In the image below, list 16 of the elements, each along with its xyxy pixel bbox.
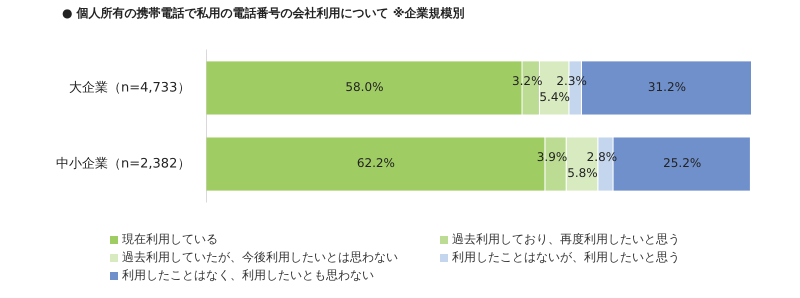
data-label: 2.3%: [556, 74, 587, 88]
legend-label: 利用したことはなく、利用したいとも思わない: [122, 267, 374, 284]
data-label: 58.0%: [345, 80, 384, 94]
legend-label: 過去利用しており、再度利用したいと思う: [452, 231, 680, 248]
data-label: 5.8%: [567, 166, 598, 180]
data-label: 2.8%: [586, 150, 618, 164]
legend-label: 過去利用していたが、今後利用したいとは思わない: [122, 249, 398, 266]
y-tick-label: 大企業（n=4,733）: [68, 80, 190, 96]
data-label: 5.4%: [539, 90, 570, 104]
data-label: 25.2%: [663, 156, 702, 170]
legend-label: 利用したことはないが、利用したいと思う: [452, 249, 680, 266]
data-label: 62.2%: [356, 156, 395, 170]
legend-label: 現在利用している: [122, 231, 218, 248]
data-label: 31.2%: [648, 80, 686, 94]
chart-title: ● 個人所有の携帯電話で私用の電話番号の会社利用について ※企業規模別: [62, 5, 464, 22]
y-tick-label: 中小企業（n=2,382）: [56, 156, 190, 172]
